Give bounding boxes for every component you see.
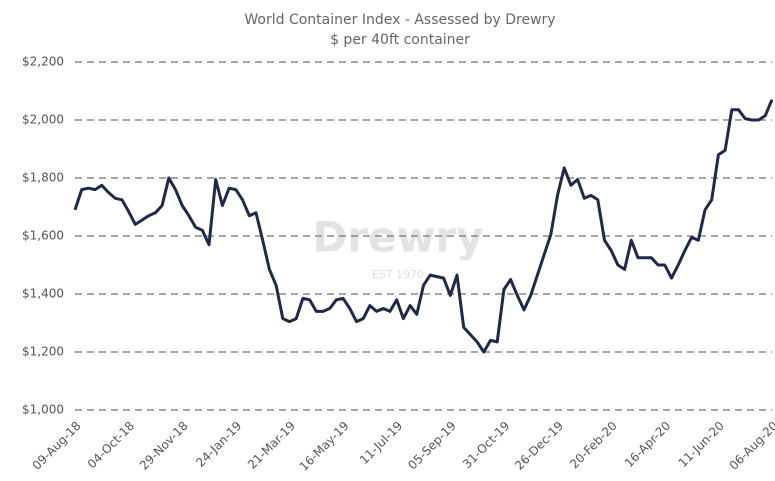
- y-tick-label: $1,600: [22, 229, 64, 243]
- x-tick-label: 21-Mar-19: [245, 419, 298, 472]
- x-tick-label: 20-Feb-20: [567, 419, 620, 472]
- chart-subtitle: $ per 40ft container: [330, 32, 470, 48]
- x-tick-label: 09-Aug-18: [30, 419, 84, 473]
- y-tick-label: $1,200: [22, 345, 64, 359]
- y-tick-label: $1,000: [22, 403, 64, 417]
- y-tick-label: $1,800: [22, 171, 64, 185]
- x-tick-label: 06-Aug-20: [727, 419, 775, 473]
- watermark: Drewry: [313, 213, 484, 262]
- series-line: [73, 99, 774, 354]
- watermark-sub: EST 1970: [372, 268, 424, 281]
- chart-title: World Container Index - Assessed by Drew…: [244, 12, 555, 28]
- x-tick-label: 31-Oct-19: [460, 419, 513, 472]
- x-tick-label: 11-Jul-19: [357, 419, 405, 467]
- y-tick-label: $1,400: [22, 287, 64, 301]
- x-tick-label: 16-Apr-20: [622, 419, 674, 471]
- x-tick-label: 16-May-19: [297, 419, 352, 474]
- x-tick-label: 11-Jun-20: [676, 419, 727, 470]
- x-tick-label: 04-Oct-18: [85, 419, 138, 472]
- x-tick-label: 05-Sep-19: [405, 419, 459, 473]
- x-tick-label: 26-Dec-19: [512, 419, 566, 473]
- x-tick-label: 24-Jan-19: [193, 419, 244, 470]
- x-tick-label: 29-Nov-18: [137, 419, 191, 473]
- y-tick-label: $2,000: [22, 113, 64, 127]
- y-tick-label: $2,200: [22, 55, 64, 69]
